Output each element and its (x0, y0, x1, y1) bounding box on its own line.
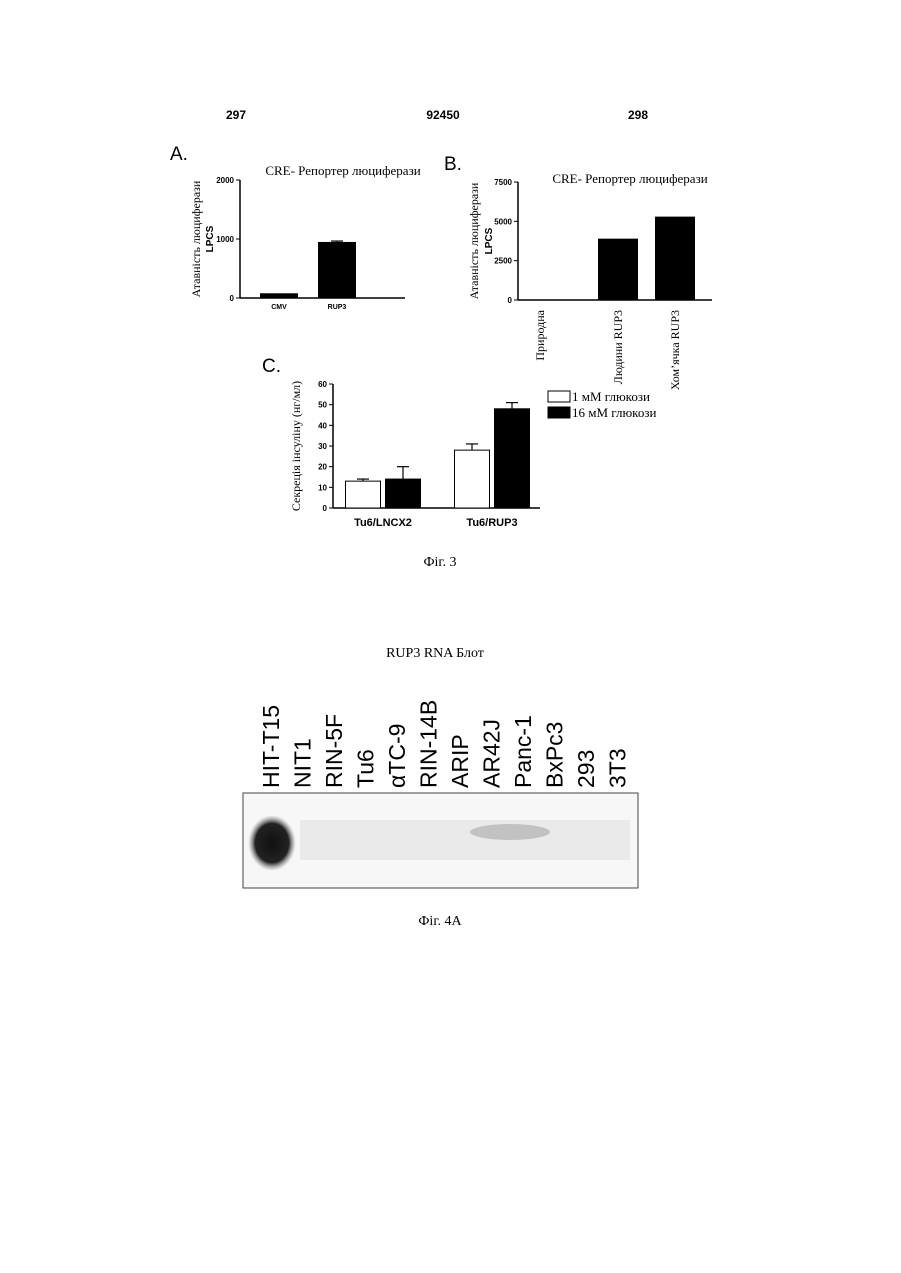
lane-label: NIT1 (290, 738, 316, 788)
y-tick-label: 5000 (494, 217, 512, 226)
blot-background (300, 820, 630, 860)
y-tick-label: 0 (508, 296, 513, 305)
y-tick-label: 20 (318, 463, 327, 472)
bar (598, 239, 638, 300)
y-axis-label: Атавність люциферази (467, 182, 481, 299)
blot-band (248, 815, 296, 871)
lane-label: RIN-5F (321, 714, 347, 788)
x-tick-label: Хом’ячка RUP3 (668, 310, 682, 390)
lane-label: BxPc3 (542, 722, 568, 788)
y-axis-unit: LPCS (205, 225, 216, 252)
y-tick-label: 50 (318, 401, 327, 410)
legend-label: 16 мМ глюкози (572, 405, 656, 420)
lane-label: RIN-14B (416, 700, 442, 788)
y-tick-label: 1000 (216, 235, 234, 244)
y-tick-label: 40 (318, 421, 327, 430)
lane-label: αTC-9 (384, 724, 410, 788)
blot (243, 793, 638, 888)
page-number: 297 (226, 108, 246, 122)
x-tick-label: RUP3 (328, 304, 347, 311)
page-number: 298 (628, 108, 648, 122)
page-canvas: 297 92450 298 Фіг. 3 RUP3 RNA Блот Фіг. … (0, 0, 901, 1273)
page: 297 92450 298 Фіг. 3 RUP3 RNA Блот Фіг. … (0, 0, 901, 1273)
bar (386, 479, 421, 508)
lane-label: AR42J (479, 719, 505, 788)
y-tick-label: 7500 (494, 178, 512, 187)
y-tick-label: 0 (323, 504, 328, 513)
legend-swatch (548, 391, 570, 402)
figure-caption: Фіг. 4A (418, 914, 462, 929)
chart-title: CRE- Репортер люциферази (265, 163, 420, 178)
x-tick-label: Tu6/LNCX2 (354, 517, 412, 529)
panel-label: A. (170, 144, 188, 165)
legend-label: 1 мМ глюкози (572, 389, 650, 404)
bar (346, 481, 381, 508)
y-tick-label: 30 (318, 442, 327, 451)
x-tick-label: Tu6/RUP3 (466, 517, 517, 529)
lane-label: Tu6 (353, 749, 379, 788)
y-tick-label: 0 (230, 294, 235, 303)
y-axis-unit: LPCS (484, 227, 495, 254)
y-axis-label: Атавність люциферази (189, 180, 203, 297)
lane-label: ARIP (447, 734, 473, 788)
doc-number: 92450 (426, 108, 460, 122)
lane-label: 3T3 (605, 748, 631, 788)
y-axis-label: Секреція інсуліну (нг/мл) (289, 381, 303, 511)
bar (455, 450, 490, 508)
blot-title: RUP3 RNA Блот (386, 646, 484, 661)
chart-title: CRE- Репортер люциферази (552, 171, 707, 186)
x-tick-label: CMV (271, 304, 287, 311)
blot-band (470, 824, 550, 840)
lane-label: HIT-T15 (258, 705, 284, 788)
lane-label: Panc-1 (510, 715, 536, 788)
bar (318, 242, 356, 298)
lane-label: 293 (573, 750, 599, 788)
bar (655, 217, 695, 300)
bar (260, 293, 298, 298)
legend-swatch (548, 407, 570, 418)
panel-label: C. (262, 356, 281, 377)
x-tick-label: Людини RUP3 (611, 310, 625, 384)
figure-caption: Фіг. 3 (423, 555, 456, 570)
y-tick-label: 10 (318, 483, 327, 492)
bar (495, 409, 530, 508)
y-tick-label: 60 (318, 380, 327, 389)
y-tick-label: 2500 (494, 257, 512, 266)
y-tick-label: 2000 (216, 176, 234, 185)
panel-label: B. (444, 154, 462, 175)
x-tick-label: Природна (533, 309, 547, 360)
